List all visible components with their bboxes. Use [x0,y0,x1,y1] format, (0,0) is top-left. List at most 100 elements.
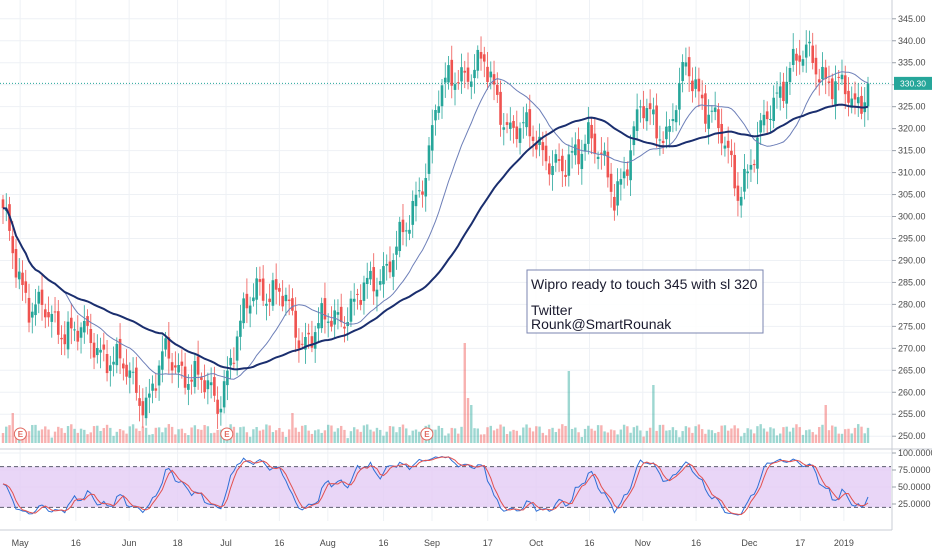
volume-bar [138,430,141,443]
candle-body [681,62,684,82]
volume-bar [704,433,707,443]
candle-body [278,287,281,292]
volume-bar [505,434,509,443]
candle-body [593,133,597,154]
candle-body [443,77,447,83]
volume-bar [440,428,444,443]
volume-bar [83,429,86,443]
candle-body [492,74,496,85]
candle-body [658,139,662,141]
volume-bar [648,427,652,443]
candle-body [632,126,636,146]
candle-body [105,354,109,374]
earnings-marker [420,427,434,441]
candle-body [434,110,437,121]
candle-body [343,326,346,329]
volume-bar [89,432,93,443]
x-tick-label: 2019 [834,538,854,548]
volume-bar [366,424,369,443]
candle-body [102,344,106,350]
volume-bar [27,431,31,443]
candle-body [567,154,571,176]
y-tick-label: 275.00 [898,321,926,331]
x-tick-label: 18 [173,538,183,548]
volume-bar [408,435,411,443]
candle-body [411,201,415,225]
volume-bar [44,426,47,443]
candle-body [752,163,756,166]
volume-bar [710,430,714,443]
candle-body [43,309,47,318]
candle-body [284,294,288,302]
candle-body [86,316,89,326]
earnings-marker [13,427,27,441]
candle-body [678,83,681,110]
candle-body [652,109,655,115]
y-tick-label: 325.00 [898,102,926,112]
volume-bar [717,431,720,443]
volume-bar [382,435,385,443]
candle-body [723,145,727,149]
volume-bar [76,432,79,443]
y-tick-label: 285.00 [898,277,926,287]
volume-bar [782,427,785,443]
volume-bar [57,426,60,443]
volume-bar [157,427,161,443]
candle-body [203,380,206,393]
volume-bar [453,428,457,443]
volume-bar [281,431,284,443]
candle-body [561,155,564,172]
candle-body [349,298,353,322]
candle-body [531,136,535,141]
x-tick-label: 16 [691,538,701,548]
candle-body [739,196,743,206]
volume-bar [271,432,275,443]
candle-body [528,109,532,137]
candle-body [307,332,310,335]
volume-bar [105,424,109,443]
volume-bar [372,431,375,443]
candle-body [196,356,200,375]
candle-body [385,263,389,266]
candle-body [167,337,171,359]
volume-bar [639,430,642,443]
candle-body [648,103,652,110]
volume-bar [658,424,662,443]
volume-bar [96,425,99,443]
candle-body [281,295,284,307]
candle-body [775,92,779,94]
candle-body [1,199,5,209]
candle-body [837,76,841,78]
volume-bar [239,427,242,443]
volume-bar [577,432,580,443]
volume-bar [183,433,187,443]
volume-bar [622,424,626,443]
candle-body [391,260,395,277]
volume-bar [164,427,167,443]
volume-bar [167,424,171,443]
volume-bar [730,428,733,443]
volume-bar [118,429,122,443]
candle-body [697,78,701,92]
stochastic-band-fill [0,466,891,508]
volume-bar [674,430,678,443]
candle-body [216,399,219,414]
candle-body [148,393,151,398]
y-tick-label: 290.00 [898,255,926,265]
candle-body [336,312,340,315]
candle-body [466,67,470,82]
volume-bar [362,425,366,443]
volume-bar [86,434,89,443]
volume-bar [713,433,717,443]
volume-bar [697,424,701,443]
volume-bar [434,429,437,443]
candle-body [421,191,424,195]
candle-body [551,165,554,176]
candle-body [619,179,623,185]
volume-bar [700,429,704,443]
x-tick-label: 16 [584,538,594,548]
x-tick-label: Jul [220,538,232,548]
candle-body [138,398,141,406]
y-tick-label: 320.00 [898,124,926,134]
